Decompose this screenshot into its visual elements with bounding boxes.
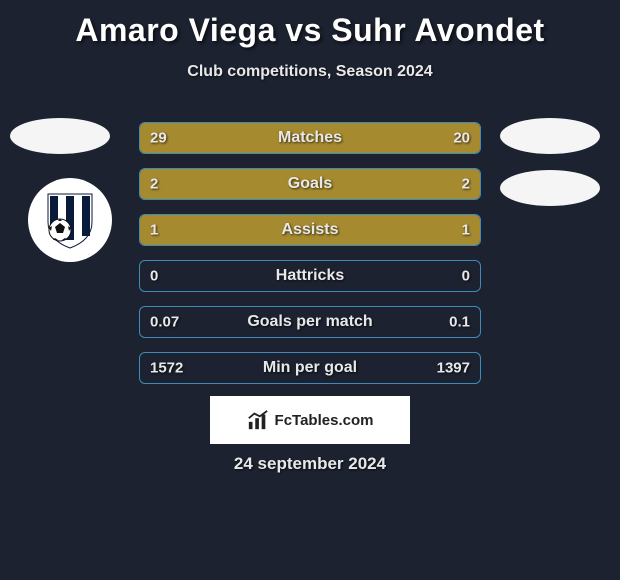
stat-label: Matches <box>278 129 342 147</box>
date-line: 24 september 2024 <box>0 454 620 474</box>
stat-value-left: 1 <box>150 222 158 239</box>
stat-value-right: 20 <box>453 130 470 147</box>
stat-row: 29 20 Matches <box>139 122 481 154</box>
club-crest-icon <box>28 178 112 262</box>
stat-row: 0 0 Hattricks <box>139 260 481 292</box>
player-left-badge <box>10 118 110 154</box>
stat-label: Hattricks <box>276 267 344 285</box>
stat-value-left: 0.07 <box>150 314 179 331</box>
stat-row: 0.07 0.1 Goals per match <box>139 306 481 338</box>
brand-footer: FcTables.com <box>210 396 410 444</box>
stat-value-right: 1397 <box>437 360 470 377</box>
stat-label: Min per goal <box>263 359 357 377</box>
chart-icon <box>247 409 269 431</box>
bar-fill-left <box>140 169 310 199</box>
player-right-badge <box>500 118 600 154</box>
stat-value-right: 0.1 <box>449 314 470 331</box>
stat-value-right: 0 <box>462 268 470 285</box>
stat-row: 1572 1397 Min per goal <box>139 352 481 384</box>
player-right-badge-2 <box>500 170 600 206</box>
stat-value-left: 0 <box>150 268 158 285</box>
stat-value-left: 1572 <box>150 360 183 377</box>
comparison-title: Amaro Viega vs Suhr Avondet <box>0 0 620 49</box>
stat-value-left: 2 <box>150 176 158 193</box>
stat-row: 1 1 Assists <box>139 214 481 246</box>
stat-label: Goals <box>288 175 332 193</box>
season-subtitle: Club competitions, Season 2024 <box>0 63 620 81</box>
stat-value-right: 1 <box>462 222 470 239</box>
brand-text: FcTables.com <box>275 412 374 429</box>
stat-value-left: 29 <box>150 130 167 147</box>
bar-fill-right <box>310 169 480 199</box>
stat-label: Assists <box>282 221 339 239</box>
stat-label: Goals per match <box>247 313 372 331</box>
stat-value-right: 2 <box>462 176 470 193</box>
stats-bars: 29 20 Matches 2 2 Goals 1 1 Assists 0 0 Hattricks 0.… <box>139 122 481 398</box>
stat-row: 2 2 Goals <box>139 168 481 200</box>
